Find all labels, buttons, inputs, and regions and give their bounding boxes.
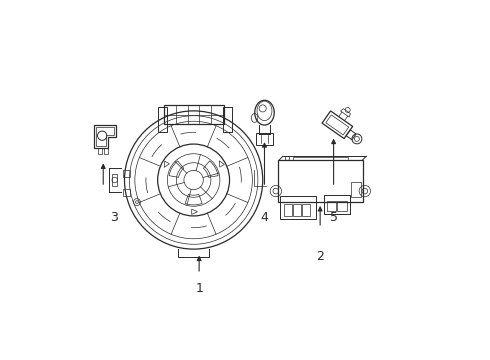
Text: 2: 2: [316, 250, 324, 263]
Text: 1: 1: [195, 282, 203, 294]
Text: 3: 3: [110, 211, 118, 224]
Text: 4: 4: [261, 211, 269, 224]
Text: 5: 5: [330, 211, 338, 224]
